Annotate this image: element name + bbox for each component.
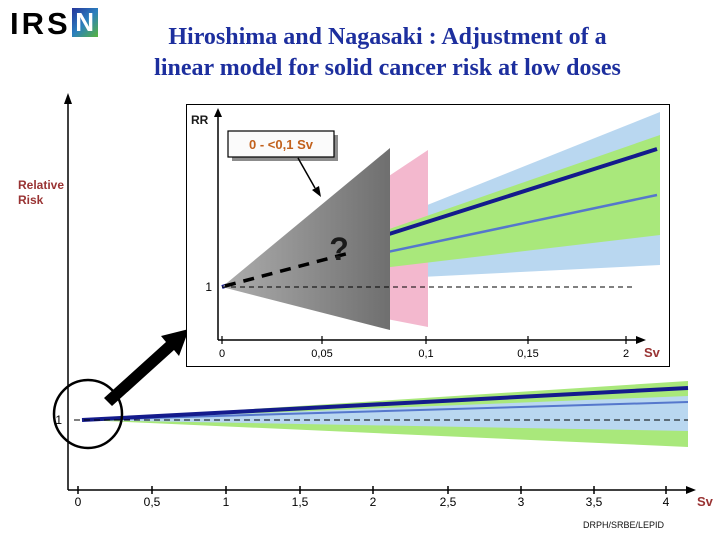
uncertainty-cone <box>222 148 390 330</box>
zoom-arrow-icon <box>104 329 189 406</box>
irsn-logo-mark: N <box>71 8 98 37</box>
slide-title-line2: linear model for solid cancer risk at lo… <box>154 55 621 82</box>
slide-title-line1: Hiroshima and Nagasaki : Adjustment of a <box>168 24 607 50</box>
x-tick-label: 0 <box>219 348 225 360</box>
irsn-logo: IRS N <box>10 8 98 39</box>
main-secondary-line <box>81 401 689 421</box>
x-tick-label: 1 <box>223 495 230 509</box>
x-tick-label: 3 <box>518 495 525 509</box>
x-tick-label: 2 <box>623 348 629 360</box>
inset-y-axis-arrow-icon <box>214 108 222 117</box>
inset-x-tick-labels: 0 0,05 0,1 0,15 2 <box>219 348 629 360</box>
x-tick-label: 4 <box>663 495 670 509</box>
main-x-axis-arrow-icon <box>686 486 696 494</box>
footer-credit: DRPH/SRBE/LEPID <box>582 520 664 530</box>
x-tick-label: 0,15 <box>517 348 538 360</box>
main-y-axis-label: Relative Risk <box>18 178 64 208</box>
x-tick-label: 1,5 <box>292 495 309 509</box>
annotation-label: 0 - <0,1 Sv <box>249 137 314 152</box>
inset-x-axis-arrow-icon <box>636 336 646 344</box>
main-model-line <box>81 386 689 422</box>
inset-x-unit-label: Sv <box>644 345 661 360</box>
inset-chart: ? RR 1 0 - <0,1 Sv 0 <box>191 108 661 360</box>
main-blue-band <box>82 396 688 431</box>
main-y-axis-label-line2: Risk <box>18 193 44 207</box>
slide-title: Hiroshima and Nagasaki : Adjustment of a… <box>70 22 705 84</box>
inset-reference-value: 1 <box>205 280 212 294</box>
main-y-axis-arrow-icon <box>64 93 72 104</box>
annotation-arrow-head-icon <box>312 186 321 197</box>
x-tick-label: 0,1 <box>418 348 433 360</box>
irsn-logo-text: IRS <box>10 6 71 41</box>
x-tick-label: 0,05 <box>311 348 332 360</box>
main-reference-value: 1 <box>55 413 62 427</box>
unknown-model-dashed-line <box>224 250 354 288</box>
magnifier-circle <box>52 378 124 450</box>
x-tick-label: 3,5 <box>586 495 603 509</box>
main-x-ticks <box>77 486 667 494</box>
inset-y-axis-label: RR <box>191 113 209 127</box>
x-tick-label: 2,5 <box>440 495 457 509</box>
x-tick-label: 2 <box>370 495 377 509</box>
annotation-arrow <box>297 157 316 189</box>
question-mark-label: ? <box>329 231 349 267</box>
inset-x-ticks <box>221 336 627 344</box>
main-x-tick-labels: 0 0,5 1 1,5 2 2,5 3 3,5 4 <box>75 495 670 509</box>
x-tick-label: 0,5 <box>144 495 161 509</box>
inset-box: ? RR 1 0 - <0,1 Sv 0 <box>186 104 670 367</box>
annotation-box <box>227 130 335 158</box>
main-y-axis-label-line1: Relative <box>18 178 65 192</box>
x-tick-label: 0 <box>75 495 82 509</box>
main-x-unit-label: Sv <box>697 494 714 509</box>
